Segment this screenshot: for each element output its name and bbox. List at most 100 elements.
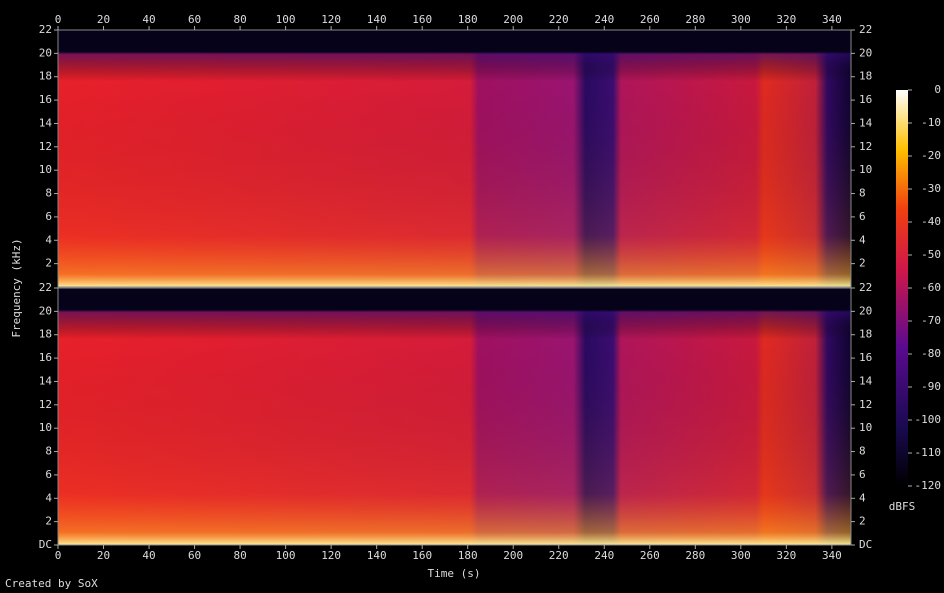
x-tick-label: 180 xyxy=(458,549,478,562)
y-tick-label-right: 10 xyxy=(859,421,872,434)
x-tick-label: 220 xyxy=(549,549,569,562)
x-tick-label: 340 xyxy=(822,549,842,562)
y-tick-label-right: 14 xyxy=(859,374,873,387)
colorbar-tick-label: -80 xyxy=(921,347,941,360)
y-tick-label: 18 xyxy=(39,328,52,341)
spectrogram-shading xyxy=(58,288,851,545)
y-tick-label: 18 xyxy=(39,70,52,83)
x-tick-label-top: 200 xyxy=(503,13,523,26)
x-tick-label: 160 xyxy=(412,549,432,562)
x-tick-label: 80 xyxy=(233,549,246,562)
colorbar xyxy=(896,90,908,486)
y-tick-label: 20 xyxy=(39,46,52,59)
panel-frame xyxy=(57,29,852,288)
y-tick-label: 16 xyxy=(39,93,52,106)
colorbar-tick-label: -110 xyxy=(915,446,942,459)
y-tick-label: 8 xyxy=(45,445,52,458)
x-tick-label-top: 280 xyxy=(685,13,705,26)
colorbar-label: dBFS xyxy=(889,500,916,513)
y-tick-label: 4 xyxy=(45,233,52,246)
colorbar-tick-label: -70 xyxy=(921,314,941,327)
y-tick-label-right: 20 xyxy=(859,304,872,317)
y-tick-label-right: 22 xyxy=(859,23,872,36)
x-tick-label: 120 xyxy=(321,549,341,562)
x-axis-label: Time (s) xyxy=(428,567,481,580)
y-tick-label-right: 12 xyxy=(859,140,872,153)
x-tick-label-top: 60 xyxy=(188,13,201,26)
y-tick-label: 2 xyxy=(45,257,52,270)
x-tick-label-top: 220 xyxy=(549,13,569,26)
y-tick-label-right: 6 xyxy=(859,210,866,223)
x-tick-label-top: 180 xyxy=(458,13,478,26)
x-tick-label: 280 xyxy=(685,549,705,562)
colorbar-tick-label: -90 xyxy=(921,380,941,393)
x-tick-label: 300 xyxy=(731,549,751,562)
y-tick-label: 10 xyxy=(39,421,52,434)
x-tick-label: 100 xyxy=(276,549,296,562)
colorbar-tick-label: -20 xyxy=(921,149,941,162)
x-tick-label-top: 20 xyxy=(97,13,110,26)
x-tick-label: 60 xyxy=(188,549,201,562)
colorbar-tick-label: -30 xyxy=(921,182,941,195)
colorbar-tick-label: -120 xyxy=(915,479,942,492)
y-tick-label-right: 16 xyxy=(859,93,872,106)
colorbar-tick-label: 0 xyxy=(934,83,941,96)
x-tick-label-top: 260 xyxy=(640,13,660,26)
y-tick-label: 12 xyxy=(39,140,52,153)
y-axis-label: Frequency (kHz) xyxy=(10,238,23,337)
x-tick-label: 320 xyxy=(776,549,796,562)
y-tick-label-right: 8 xyxy=(859,187,866,200)
panel-frame xyxy=(57,287,852,546)
x-tick-label-top: 160 xyxy=(412,13,432,26)
y-tick-label-right: 10 xyxy=(859,163,872,176)
spectrogram-shading xyxy=(58,30,851,287)
colorbar-tick-label: -40 xyxy=(921,215,941,228)
y-tick-label: 12 xyxy=(39,398,52,411)
y-tick-label-right: 18 xyxy=(859,328,872,341)
x-tick-label-top: 0 xyxy=(55,13,62,26)
y-tick-label-right: 2 xyxy=(859,257,866,270)
x-tick-label: 140 xyxy=(367,549,387,562)
y-tick-label: 10 xyxy=(39,163,52,176)
y-tick-label-right: 14 xyxy=(859,116,873,129)
y-tick-label-right: 4 xyxy=(859,233,866,246)
y-tick-label: 22 xyxy=(39,23,52,36)
y-tick-label-right: 6 xyxy=(859,468,866,481)
y-tick-label: 2 xyxy=(45,515,52,528)
x-tick-label-top: 340 xyxy=(822,13,842,26)
x-tick-label: 200 xyxy=(503,549,523,562)
y-tick-label: 14 xyxy=(39,116,53,129)
y-tick-label-right: DC xyxy=(859,538,872,551)
y-tick-label: 20 xyxy=(39,304,52,317)
y-tick-label-right: 18 xyxy=(859,70,872,83)
y-tick-label: 16 xyxy=(39,351,52,364)
x-tick-label-top: 40 xyxy=(142,13,155,26)
x-tick-label-top: 240 xyxy=(594,13,614,26)
x-tick-label: 20 xyxy=(97,549,110,562)
y-tick-label-right: 8 xyxy=(859,445,866,458)
y-tick-label: 22 xyxy=(39,281,52,294)
y-tick-label-right: 2 xyxy=(859,515,866,528)
x-tick-label-top: 300 xyxy=(731,13,751,26)
y-tick-label: 6 xyxy=(45,468,52,481)
x-tick-label: 40 xyxy=(142,549,155,562)
y-tick-label: 14 xyxy=(39,374,53,387)
x-tick-label-top: 320 xyxy=(776,13,796,26)
colorbar-tick-label: -10 xyxy=(921,116,941,129)
x-tick-label: 260 xyxy=(640,549,660,562)
colorbar-tick-label: -60 xyxy=(921,281,941,294)
y-tick-label: DC xyxy=(39,538,52,551)
y-tick-label-right: 12 xyxy=(859,398,872,411)
colorbar-tick-label: -100 xyxy=(915,413,942,426)
x-tick-label-top: 80 xyxy=(233,13,246,26)
y-tick-label: 8 xyxy=(45,187,52,200)
y-tick-label: 4 xyxy=(45,491,52,504)
footer: Created by SoX xyxy=(5,577,98,590)
x-tick-label-top: 100 xyxy=(276,13,296,26)
x-tick-label: 240 xyxy=(594,549,614,562)
x-tick-label: 0 xyxy=(55,549,62,562)
y-tick-label-right: 22 xyxy=(859,281,872,294)
y-tick-label-right: 4 xyxy=(859,491,866,504)
colorbar-tick-label: -50 xyxy=(921,248,941,261)
